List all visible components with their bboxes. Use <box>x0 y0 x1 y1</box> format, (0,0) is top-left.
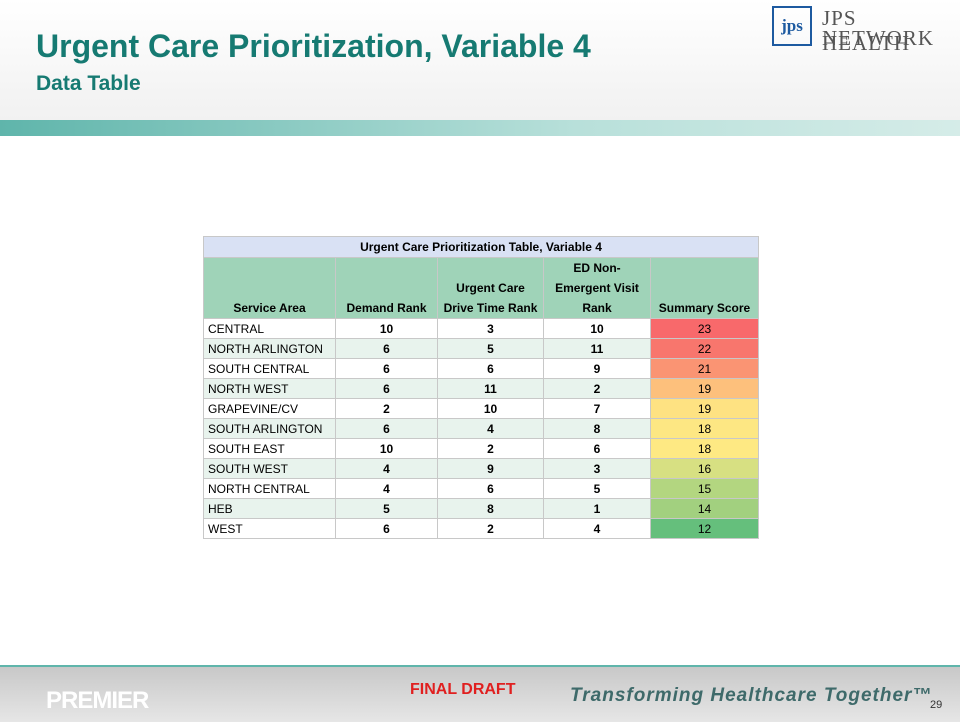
table-cell: 14 <box>650 498 759 519</box>
table-cell: 6 <box>335 338 438 359</box>
table-cell: 10 <box>543 318 651 339</box>
table-cell: 11 <box>543 338 651 359</box>
logo-mark: jps <box>772 6 812 46</box>
table-cell: 10 <box>437 398 544 419</box>
table-cell: 4 <box>335 458 438 479</box>
table-cell: 3 <box>543 458 651 479</box>
table-cell: 6 <box>335 518 438 539</box>
title-row: Urgent Care Prioritization Table, Variab… <box>203 236 759 258</box>
table-cell: 8 <box>543 418 651 439</box>
table-row: WEST 6 2 4 12 <box>203 518 759 539</box>
table-cell: 11 <box>437 378 544 399</box>
table-cell: 12 <box>650 518 759 539</box>
table-cell: 10 <box>335 318 438 339</box>
column-header: Urgent Care Drive Time Rank <box>437 257 544 319</box>
table-cell: 4 <box>543 518 651 539</box>
logo-text: NETWORK <box>822 26 934 50</box>
table-row: CENTRAL 10 3 10 23 <box>203 318 759 339</box>
table-cell: 9 <box>543 358 651 379</box>
table-cell: 6 <box>437 478 544 499</box>
table-cell: 2 <box>335 398 438 419</box>
table-cell: 2 <box>437 438 544 459</box>
logo-text: JPS HEALTH <box>822 6 911 55</box>
table-cell: 18 <box>650 418 759 439</box>
table-row: NORTH CENTRAL 4 6 5 15 <box>203 478 759 499</box>
table-row: NORTH WEST 6 11 2 19 <box>203 378 759 399</box>
table-cell: 6 <box>335 358 438 379</box>
tagline: Transforming Healthcare Together™ <box>570 685 933 706</box>
status: FINAL DRAFT <box>410 681 516 698</box>
table-cell: 16 <box>650 458 759 479</box>
table-cell: 1 <box>543 498 651 519</box>
table-cell: 5 <box>335 498 438 519</box>
table-title: Urgent Care Prioritization Table, Variab… <box>203 236 759 258</box>
row-label: SOUTH WEST <box>203 458 336 479</box>
row-label: SOUTH ARLINGTON <box>203 418 336 439</box>
subtitle: Data Table <box>36 72 141 95</box>
table-cell: 18 <box>650 438 759 459</box>
column-header: Summary Score <box>650 257 759 319</box>
table-row: SOUTH ARLINGTON 6 4 8 18 <box>203 418 759 439</box>
table-cell: 10 <box>335 438 438 459</box>
title: Urgent Care Prioritization, Variable 4 <box>36 28 591 64</box>
row-label: WEST <box>203 518 336 539</box>
table-row: NORTH ARLINGTON 6 5 11 22 <box>203 338 759 359</box>
table-cell: 21 <box>650 358 759 379</box>
table-cell: 4 <box>437 418 544 439</box>
table-cell: 2 <box>437 518 544 539</box>
table-cell: 5 <box>543 478 651 499</box>
column-header: Demand Rank <box>335 257 438 319</box>
table-cell: 15 <box>650 478 759 499</box>
table-cell: 9 <box>437 458 544 479</box>
page-number: 29 <box>930 699 943 711</box>
table-cell: 5 <box>437 338 544 359</box>
row-label: CENTRAL <box>203 318 336 339</box>
logo: jps JPS HEALTH NETWORK <box>772 6 948 55</box>
table-cell: 7 <box>543 398 651 419</box>
table-cell: 8 <box>437 498 544 519</box>
table-cell: 6 <box>437 358 544 379</box>
row-label: SOUTH EAST <box>203 438 336 459</box>
table-cell: 22 <box>650 338 759 359</box>
data-table: Urgent Care Prioritization Table, Variab… <box>203 236 759 539</box>
column-header: Service Area <box>203 257 336 319</box>
header-row: Service Area Demand Rank Urgent Care Drive… <box>203 257 759 319</box>
table-row: SOUTH CENTRAL 6 6 9 21 <box>203 358 759 379</box>
row-label: NORTH CENTRAL <box>203 478 336 499</box>
footer: PREMIER FINAL DRAFT Transforming Healthc… <box>0 665 960 722</box>
table-cell: 6 <box>543 438 651 459</box>
table-cell: 6 <box>335 378 438 399</box>
row-label: GRAPEVINE/CV <box>203 398 336 419</box>
column-header: ED Non-Emergent Visit Rank <box>543 257 651 319</box>
row-label: HEB <box>203 498 336 519</box>
table-cell: 23 <box>650 318 759 339</box>
table-row: SOUTH WEST 4 9 3 16 <box>203 458 759 479</box>
header-band <box>0 120 960 136</box>
table-cell: 19 <box>650 398 759 419</box>
brand: PREMIER <box>46 687 149 714</box>
header: Urgent Care Prioritization, Variable 4 D… <box>0 0 960 120</box>
row-label: NORTH ARLINGTON <box>203 338 336 359</box>
table-row: SOUTH EAST 10 2 6 18 <box>203 438 759 459</box>
table-cell: 4 <box>335 478 438 499</box>
table-cell: 6 <box>335 418 438 439</box>
table-cell: 2 <box>543 378 651 399</box>
table-cell: 3 <box>437 318 544 339</box>
row-label: SOUTH CENTRAL <box>203 358 336 379</box>
row-label: NORTH WEST <box>203 378 336 399</box>
table-row: HEB 5 8 1 14 <box>203 498 759 519</box>
table-row: GRAPEVINE/CV 2 10 7 19 <box>203 398 759 419</box>
table-cell: 19 <box>650 378 759 399</box>
